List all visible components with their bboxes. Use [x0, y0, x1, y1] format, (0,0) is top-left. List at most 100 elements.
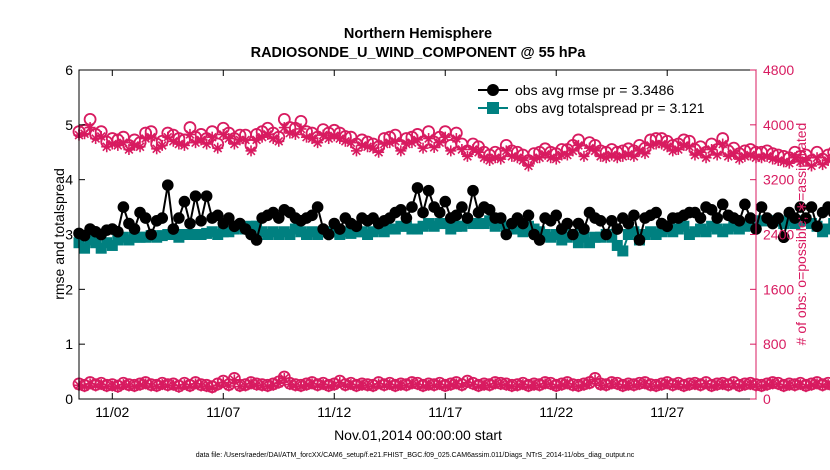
chart-title: Northern Hemisphere [344, 26, 492, 42]
spread-point [678, 220, 690, 232]
obs-assimilated-point [439, 131, 451, 143]
spread-point [384, 223, 396, 235]
rmse-point [605, 214, 618, 227]
y-axis-right-label: # of obs: o=possible; ∗=assimilated [793, 123, 809, 346]
spread-point [406, 223, 418, 235]
spread-point [151, 231, 163, 243]
obs-assimilated-point [178, 139, 190, 151]
spread-point [672, 223, 684, 235]
obs-assimilated-point [572, 139, 584, 151]
spread-point [794, 215, 806, 227]
spread-point [534, 226, 546, 238]
spread-point [511, 223, 523, 235]
x-tick-label: 11/07 [206, 404, 240, 420]
obs-assimilated-point [672, 144, 684, 156]
spread-point [267, 226, 279, 238]
obs-assimilated-point [84, 378, 96, 390]
rmse-point [417, 206, 429, 219]
obs-assimilated-point [117, 137, 129, 149]
spread-point [95, 242, 107, 254]
obs-assimilated-point [539, 378, 551, 390]
legend-rmse-marker [487, 84, 499, 96]
rmse-point [517, 217, 529, 230]
obs-assimilated-point [522, 381, 534, 393]
spread-point [756, 215, 768, 227]
spread-point [733, 223, 745, 235]
spread-point [473, 218, 485, 230]
spread-point [556, 234, 568, 246]
rmse-point [400, 212, 413, 224]
spread-point [628, 226, 640, 238]
rmse-point [650, 206, 662, 219]
spread-point [706, 220, 718, 232]
spread-point [695, 223, 707, 235]
obs-assimilated-point [273, 135, 285, 147]
spread-point [206, 226, 218, 238]
rmse-point [406, 201, 418, 213]
rmse-point [811, 220, 823, 233]
spread-point [456, 220, 468, 232]
rmse-point [128, 223, 141, 235]
obs-assimilated-point [811, 152, 823, 164]
spread-point [595, 231, 607, 243]
rmse-point [533, 234, 546, 246]
obs-assimilated-point [195, 134, 207, 146]
obs-assimilated-point [622, 379, 634, 391]
spread-point [545, 231, 557, 243]
obs-assimilated-point [306, 133, 318, 145]
spread-point [312, 229, 324, 240]
rmse-point [794, 201, 807, 213]
rmse-point [433, 206, 446, 219]
spread-point [178, 229, 190, 240]
obs-assimilated-point [683, 141, 695, 153]
series-obs-avg-rmse-pr-3-3486 [73, 179, 830, 246]
spread-point [134, 231, 146, 243]
series-assimilated-count [73, 372, 830, 394]
rmse-point [173, 212, 185, 224]
rmse-point [483, 204, 496, 216]
spread-point [645, 226, 657, 238]
obs-assimilated-point [245, 145, 257, 157]
obs-assimilated-point [389, 135, 401, 147]
legend-spread-label: obs avg totalspread pr = 3.121 [515, 100, 705, 116]
rmse-point [594, 214, 607, 227]
spread-point [117, 231, 129, 243]
spread-point [817, 226, 829, 238]
rmse-point [694, 212, 707, 224]
obs-assimilated-point [461, 150, 473, 162]
rmse-point [250, 234, 263, 246]
spread-point [251, 220, 263, 232]
spread-point [273, 229, 285, 240]
spread-point [434, 218, 446, 230]
spread-point [367, 226, 379, 238]
obs-assimilated-point [317, 379, 329, 391]
spread-point [517, 226, 529, 238]
rmse-point [334, 223, 346, 235]
spread-point [356, 226, 368, 238]
obs-assimilated-point [717, 138, 729, 150]
spread-point [683, 229, 695, 240]
spread-point [162, 229, 174, 240]
spread-point [711, 223, 723, 235]
rmse-point [622, 217, 635, 230]
spread-point [700, 226, 712, 238]
obs-assimilated-point [534, 152, 546, 164]
spread-point [106, 239, 118, 251]
rmse-point [223, 212, 235, 224]
obs-assimilated-point [395, 145, 407, 157]
spread-point [722, 223, 734, 235]
obs-assimilated-point [184, 128, 196, 140]
obs-assimilated-point [145, 131, 157, 143]
rmse-point [112, 225, 124, 238]
footer-datafile: data file: /Users/raeder/DAI/ATM_forcXX/… [196, 452, 635, 459]
obs-assimilated-point [722, 380, 734, 392]
obs-assimilated-point [262, 128, 274, 140]
rmse-point [156, 212, 169, 224]
rmse-point [755, 201, 768, 213]
spread-point [584, 237, 596, 249]
spread-point [345, 227, 357, 239]
obs-assimilated-point [439, 381, 451, 393]
obs-assimilated-point [711, 149, 723, 161]
rmse-point [822, 201, 830, 213]
rmse-point [117, 201, 130, 213]
